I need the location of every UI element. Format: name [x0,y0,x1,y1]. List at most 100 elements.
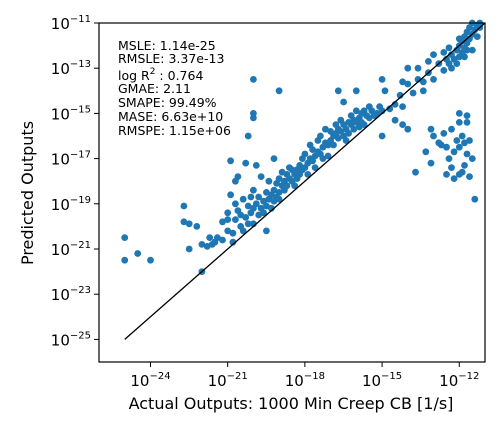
data-point-228 [437,141,445,149]
data-point-202 [412,168,419,176]
y-tick-label-2: 10−21 [51,240,91,259]
data-point-77 [291,182,298,190]
data-point-182 [440,49,448,56]
data-point-214 [455,143,463,151]
data-point-57 [268,204,275,212]
x-tick-label-2: 10−18 [285,371,325,390]
data-point-195 [250,76,257,83]
data-point-99 [319,155,327,163]
data-point-211 [450,148,458,156]
data-point-110 [334,134,342,142]
logr2-prefix: log R [118,68,150,83]
data-point-221 [455,119,463,126]
data-point-180 [473,33,481,40]
gmae-text: GMAE: 2.11 [118,81,191,96]
data-point-37 [244,220,252,228]
data-point-183 [425,58,432,65]
data-point-0 [121,234,129,242]
data-point-91 [309,146,316,154]
data-point-197 [250,114,257,122]
data-point-50 [260,209,267,217]
x-axis-label: Actual Outputs: 1000 Min Creep CB [1/s] [129,394,454,413]
rmspe-text: RMSPE: 1.15e+06 [118,123,231,138]
data-point-19 [224,216,232,224]
data-point-17 [219,236,226,244]
data-point-187 [404,64,412,72]
data-point-5 [180,218,188,226]
data-point-42 [250,186,257,194]
data-point-119 [345,130,352,137]
data-point-2 [134,250,142,257]
x-tick-label-3: 10−15 [362,371,402,390]
plot-frame [98,22,486,363]
data-point-101 [322,125,329,133]
data-point-141 [386,105,394,113]
data-point-217 [463,150,471,158]
data-point-215 [458,132,466,140]
data-point-33 [239,195,247,203]
data-point-143 [396,91,404,99]
x-tick-label-0: 10−24 [130,371,170,390]
data-point-25 [232,200,239,208]
data-point-192 [340,98,347,106]
data-point-7 [185,245,193,253]
data-points [121,19,484,275]
y-tick-label-3: 10−19 [51,195,91,214]
data-point-229 [427,125,435,133]
data-point-26 [232,216,239,224]
y-tick-label-6: 10−13 [51,59,91,78]
data-point-93 [311,164,319,172]
data-point-230 [455,110,463,117]
data-point-205 [430,132,437,140]
data-point-201 [404,125,412,133]
data-point-216 [461,162,468,169]
data-point-53 [263,227,270,235]
data-point-210 [448,164,455,172]
logr2-sup: 2 [150,67,156,77]
data-point-231 [463,112,471,119]
data-point-137 [373,110,381,117]
data-point-58 [270,186,278,194]
data-point-207 [440,130,448,137]
x-tick-label-1: 10−21 [208,371,248,390]
data-point-36 [244,202,252,210]
data-point-177 [468,46,476,54]
data-point-8 [193,223,201,230]
data-point-200 [399,121,406,128]
data-point-144 [399,103,406,110]
data-point-179 [463,46,471,54]
data-point-1 [121,256,129,264]
data-point-20 [224,209,232,217]
data-point-227 [443,171,450,178]
identity-line [124,22,486,340]
data-point-148 [419,87,427,95]
logr2-text: log R2 : 0.764 [118,67,203,83]
data-point-12 [206,234,214,242]
data-point-64 [275,175,283,183]
data-point-184 [430,51,437,58]
y-tick-label-1: 10−23 [51,285,91,304]
data-point-71 [283,182,291,190]
data-point-209 [445,155,453,163]
data-point-18 [224,227,232,235]
metrics-annotation: MSLE: 1.14e-25 RMSLE: 3.37e-13 log R2 : … [118,38,231,138]
logr2-value: : 0.764 [155,68,203,83]
data-point-222 [448,125,455,133]
data-point-232 [461,139,468,147]
data-point-150 [430,76,437,83]
data-point-225 [471,195,479,203]
y-tick-label-5: 10−15 [51,104,91,123]
data-point-199 [391,116,399,124]
data-point-140 [378,132,386,140]
rmsle-text: RMSLE: 3.37e-13 [118,51,224,66]
data-point-186 [419,78,427,86]
data-point-174 [448,64,455,72]
data-point-185 [414,64,422,72]
data-point-43 [252,162,260,169]
data-point-4 [180,202,188,210]
smape-text: SMAPE: 99.49% [118,95,217,110]
data-point-188 [399,78,406,86]
data-point-212 [453,137,461,144]
data-point-226 [450,175,458,183]
data-point-39 [247,193,255,201]
